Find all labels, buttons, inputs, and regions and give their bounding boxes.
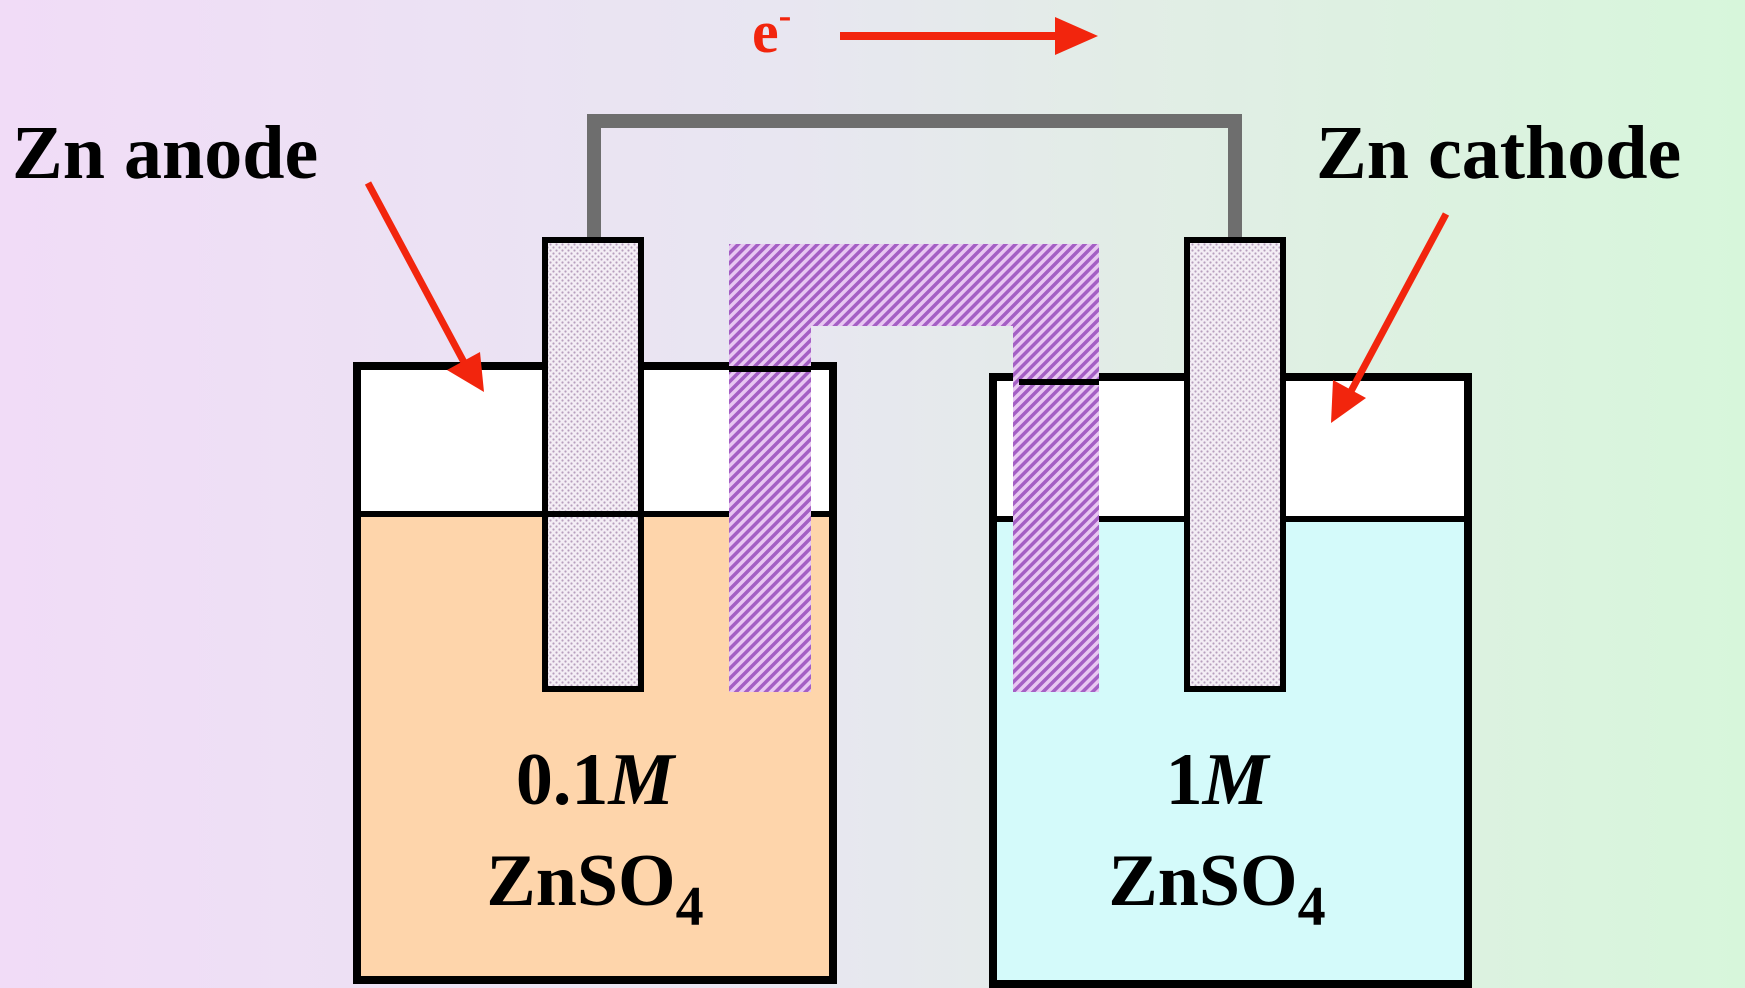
left-solution-label: 0.1M ZnSO4: [486, 739, 703, 938]
right-formula: ZnSO4: [1108, 840, 1325, 938]
salt-bridge-left-leg: [729, 326, 811, 692]
cathode-label: Zn cathode: [1316, 111, 1681, 195]
anode-pointer-arrow: [364, 181, 484, 392]
electron-arrow-head: [1055, 17, 1098, 55]
zn-anode-electrode: [542, 237, 644, 692]
anode-label: Zn anode: [12, 111, 318, 195]
salt-bridge-right-leg: [1013, 326, 1099, 692]
cathode-pointer-arrow: [1331, 212, 1450, 423]
salt-bridge: [729, 244, 1099, 692]
salt-bridge-top: [729, 244, 1099, 326]
left-formula: ZnSO4: [486, 840, 703, 938]
zn-cathode-electrode: [1184, 237, 1286, 692]
right-solution-label: 1M ZnSO4: [1108, 739, 1325, 938]
external-wire: [587, 114, 1242, 240]
left-concentration: 0.1M: [516, 739, 677, 821]
electron-symbol: e-: [752, 0, 791, 65]
electron-flow: e-: [752, 0, 1098, 65]
right-concentration: 1M: [1166, 739, 1271, 821]
